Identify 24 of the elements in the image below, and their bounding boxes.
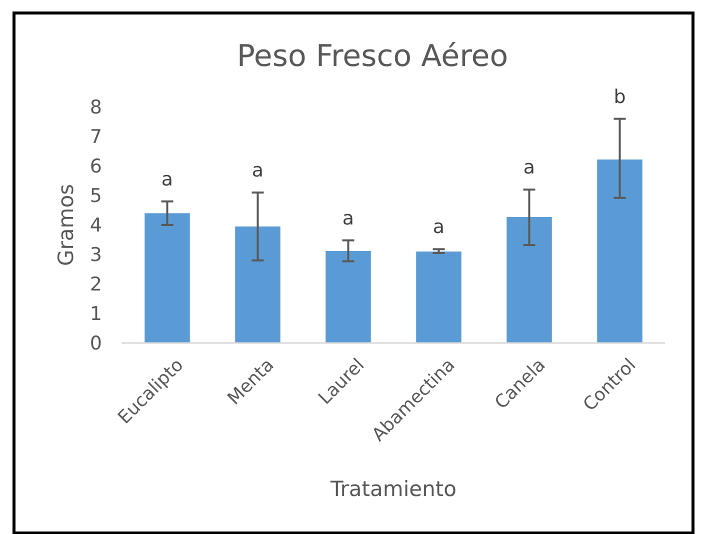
bar [416, 252, 462, 343]
annotation: a [523, 156, 536, 179]
annotation: a [252, 160, 264, 182]
y-tick-label: 2 [90, 274, 102, 296]
y-tick-label: 0 [90, 332, 102, 355]
y-tick-label: 1 [90, 303, 102, 326]
bar [235, 226, 280, 343]
y-tick-label: 5 [90, 185, 102, 208]
y-tick-label: 4 [90, 214, 102, 237]
y-tick-label: 8 [90, 96, 102, 119]
y-tick-label: 3 [90, 244, 102, 266]
y-tick-label: 7 [90, 126, 102, 148]
y-axis-title: Gramos [54, 184, 78, 266]
annotation: a [432, 216, 445, 238]
annotation: a [342, 207, 354, 230]
annotation: b [614, 86, 626, 108]
bar [144, 213, 190, 343]
y-tick-label: 6 [90, 156, 102, 178]
bar [506, 217, 552, 343]
annotation: a [161, 168, 174, 190]
bar [326, 250, 371, 343]
bar [597, 160, 642, 343]
x-axis-title: Tratamiento [330, 477, 456, 501]
chart-title: Peso Fresco Aéreo [236, 39, 508, 74]
